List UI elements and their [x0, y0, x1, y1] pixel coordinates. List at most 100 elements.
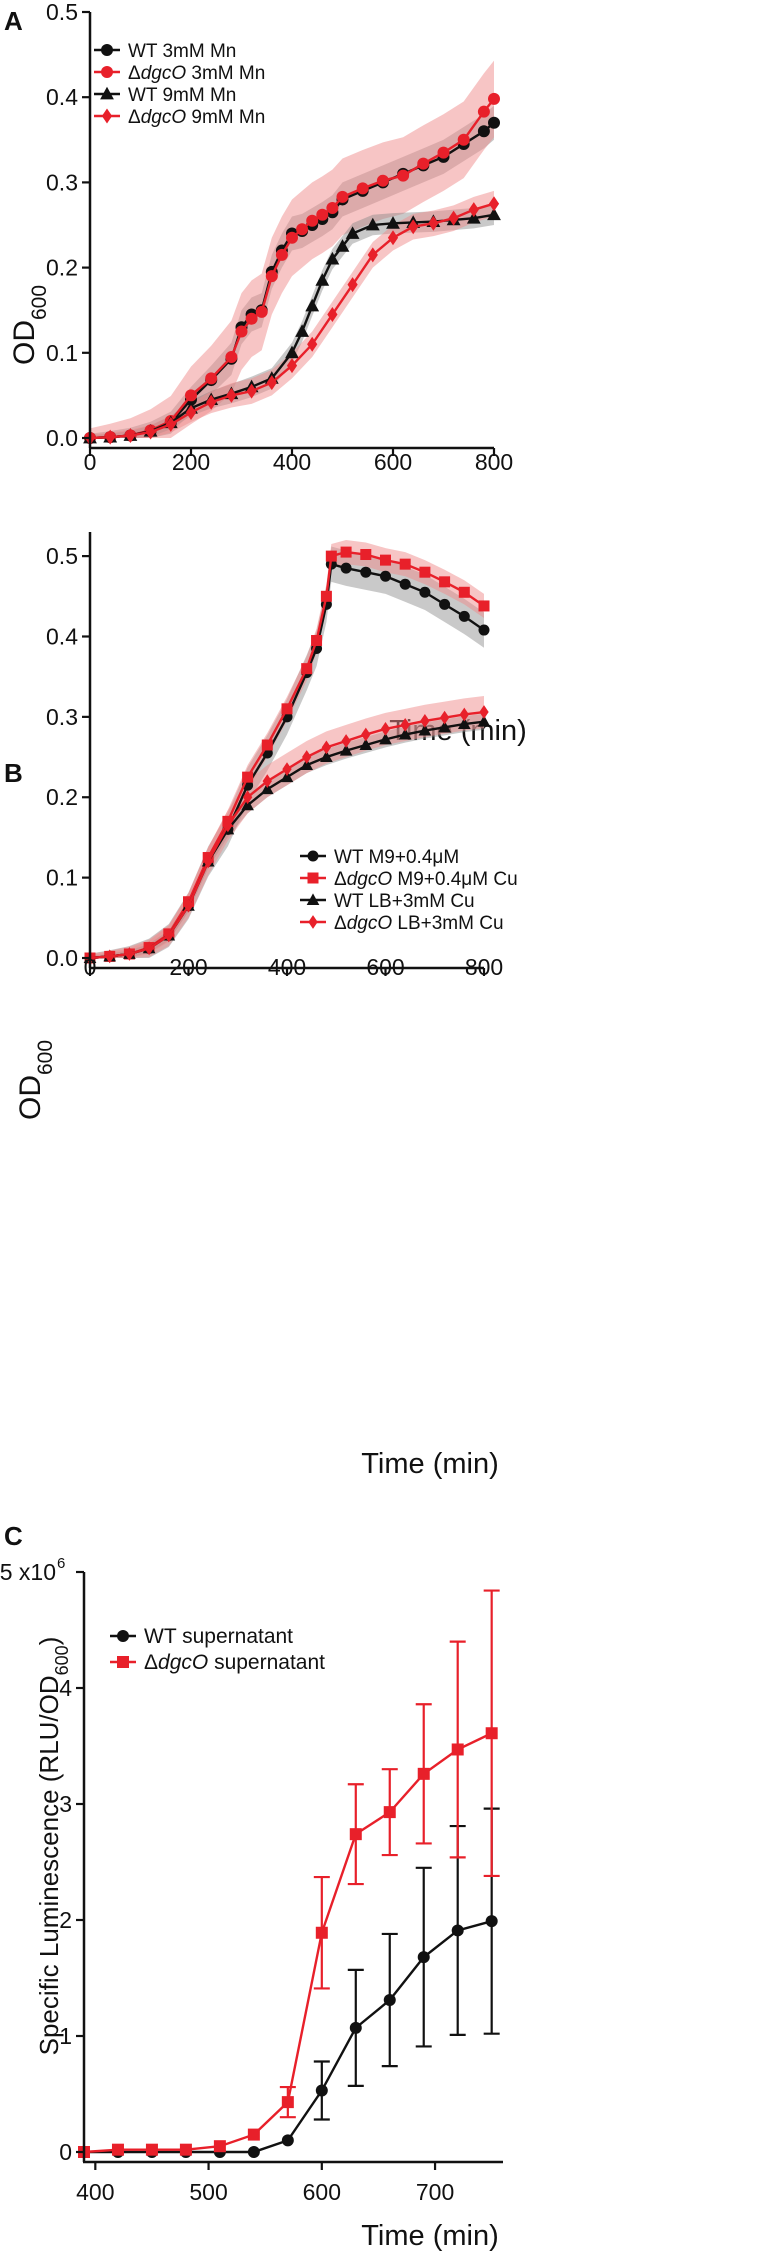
- data-point: [185, 389, 197, 402]
- panel-a-legend-entry-0: WT 3mM Mn: [94, 41, 236, 62]
- data-point: [488, 92, 500, 105]
- panel-a-ylabel: OD600: [8, 285, 51, 365]
- data-point: [477, 105, 490, 118]
- x-tick-label: 0: [84, 954, 97, 980]
- y-tick-label: 0.5: [46, 543, 78, 569]
- panel-b-legend-entry-3: ΔdgcO LB+3mM Cu: [300, 913, 504, 934]
- data-point: [360, 549, 372, 561]
- legend-label: WT 9mM Mn: [128, 85, 236, 106]
- panel-a-series-1: [84, 92, 500, 444]
- data-point: [311, 635, 323, 647]
- y-tick-label: 2: [59, 1907, 72, 1933]
- data-point: [376, 174, 389, 187]
- data-point: [300, 758, 314, 771]
- data-point: [327, 306, 338, 322]
- legend-marker: [101, 44, 113, 56]
- data-point: [235, 325, 248, 338]
- data-point: [262, 774, 272, 789]
- legend-marker: [308, 915, 318, 929]
- data-point: [307, 336, 318, 352]
- y-tick-label: 0.4: [46, 623, 78, 649]
- x-tick-label: 400: [76, 2179, 114, 2205]
- data-point: [203, 854, 213, 869]
- data-point: [439, 598, 451, 610]
- legend-label-prefix: Δ: [334, 913, 347, 934]
- data-point: [398, 727, 412, 740]
- data-point: [320, 590, 332, 602]
- data-point: [145, 2143, 158, 2156]
- y-tick-label: 0.1: [46, 865, 78, 891]
- data-point: [325, 251, 340, 265]
- data-point: [165, 416, 176, 432]
- legend-label-prefix: WT: [128, 41, 158, 62]
- data-point: [397, 169, 410, 182]
- x-tick-label: 200: [169, 954, 207, 980]
- panel-c-legend-entry-0: WT supernatant: [110, 1625, 293, 1648]
- x-tick-label: 400: [273, 449, 311, 475]
- data-point: [295, 324, 309, 337]
- panel-b-legend-entry-0: WT M9+0.4μM: [300, 847, 459, 868]
- legend-label: WT LB+3mM Cu: [334, 891, 475, 912]
- y-tick-label: 0: [59, 2139, 72, 2165]
- panel-a-series-1-band: [90, 60, 494, 439]
- data-point: [438, 720, 451, 733]
- panel-a-series-3: [84, 196, 500, 446]
- legend-label-suffix: LB+3mM Cu: [363, 891, 474, 912]
- data-point: [359, 738, 373, 750]
- panel-b: B OD600 Time (min) 0.0 0.1 0.2 0.3 0.4 0.5 0 20…: [4, 532, 518, 1480]
- data-point: [400, 718, 410, 732]
- panel-a: A OD600 Time (min) 0.00.10.20.30.40.5020…: [4, 0, 527, 747]
- legend-label-prefix: Δ: [334, 869, 347, 890]
- data-point: [399, 578, 411, 590]
- y-tick-label: 1: [59, 2023, 72, 2049]
- data-point: [459, 707, 469, 722]
- data-point: [335, 239, 350, 252]
- data-point: [296, 223, 309, 236]
- data-point: [387, 230, 399, 246]
- data-point: [320, 750, 333, 763]
- data-point: [305, 298, 320, 312]
- panel-a-legend-entry-1: ΔdgcO 3mM Mn: [94, 63, 265, 84]
- y-exponent: 6: [57, 1555, 65, 1572]
- data-point: [316, 208, 329, 221]
- data-point: [379, 732, 392, 745]
- panel-b-series-3: [85, 705, 489, 965]
- y-tick-label: 0.0: [46, 945, 78, 971]
- legend-label-prefix: WT: [334, 847, 364, 868]
- legend-label-gene: dgcO: [141, 63, 187, 84]
- data-point: [428, 215, 439, 231]
- data-point: [164, 928, 174, 943]
- data-point: [265, 270, 278, 283]
- data-point: [225, 351, 238, 364]
- data-point: [419, 586, 431, 598]
- data-point: [347, 277, 358, 293]
- data-point: [419, 566, 431, 578]
- data-point: [457, 133, 470, 146]
- data-point: [315, 1926, 328, 1939]
- y-tick-label: 0.2: [46, 255, 78, 281]
- data-point: [260, 782, 274, 795]
- data-point: [286, 358, 298, 374]
- data-point: [124, 947, 135, 961]
- y-tick-label: 0.5: [46, 0, 78, 25]
- data-point: [255, 305, 268, 318]
- data-point: [439, 576, 451, 588]
- legend-label-prefix: WT supernatant: [144, 1625, 293, 1648]
- data-point: [457, 717, 471, 730]
- legend-label-prefix: Δ: [128, 63, 141, 84]
- panel-b-legend-entry-2: WT LB+3mM Cu: [300, 891, 475, 912]
- panel-c-legend-entry-1: ΔdgcO supernatant: [110, 1651, 325, 1674]
- data-point: [485, 1915, 498, 1928]
- data-point: [417, 1951, 430, 1964]
- legend-label: ΔdgcO 3mM Mn: [128, 63, 265, 84]
- x-tick-label: 600: [366, 954, 404, 980]
- panel-a-legend-entry-3: ΔdgcO 9mM Mn: [94, 107, 265, 128]
- panel-b-lines: [83, 546, 491, 965]
- data-point: [144, 941, 154, 956]
- y-tick-label: 0.0: [46, 425, 78, 451]
- legend-label: ΔdgcO LB+3mM Cu: [334, 913, 504, 934]
- legend-marker: [117, 1630, 129, 1642]
- x-tick-label: 500: [189, 2179, 227, 2205]
- data-point: [261, 739, 273, 751]
